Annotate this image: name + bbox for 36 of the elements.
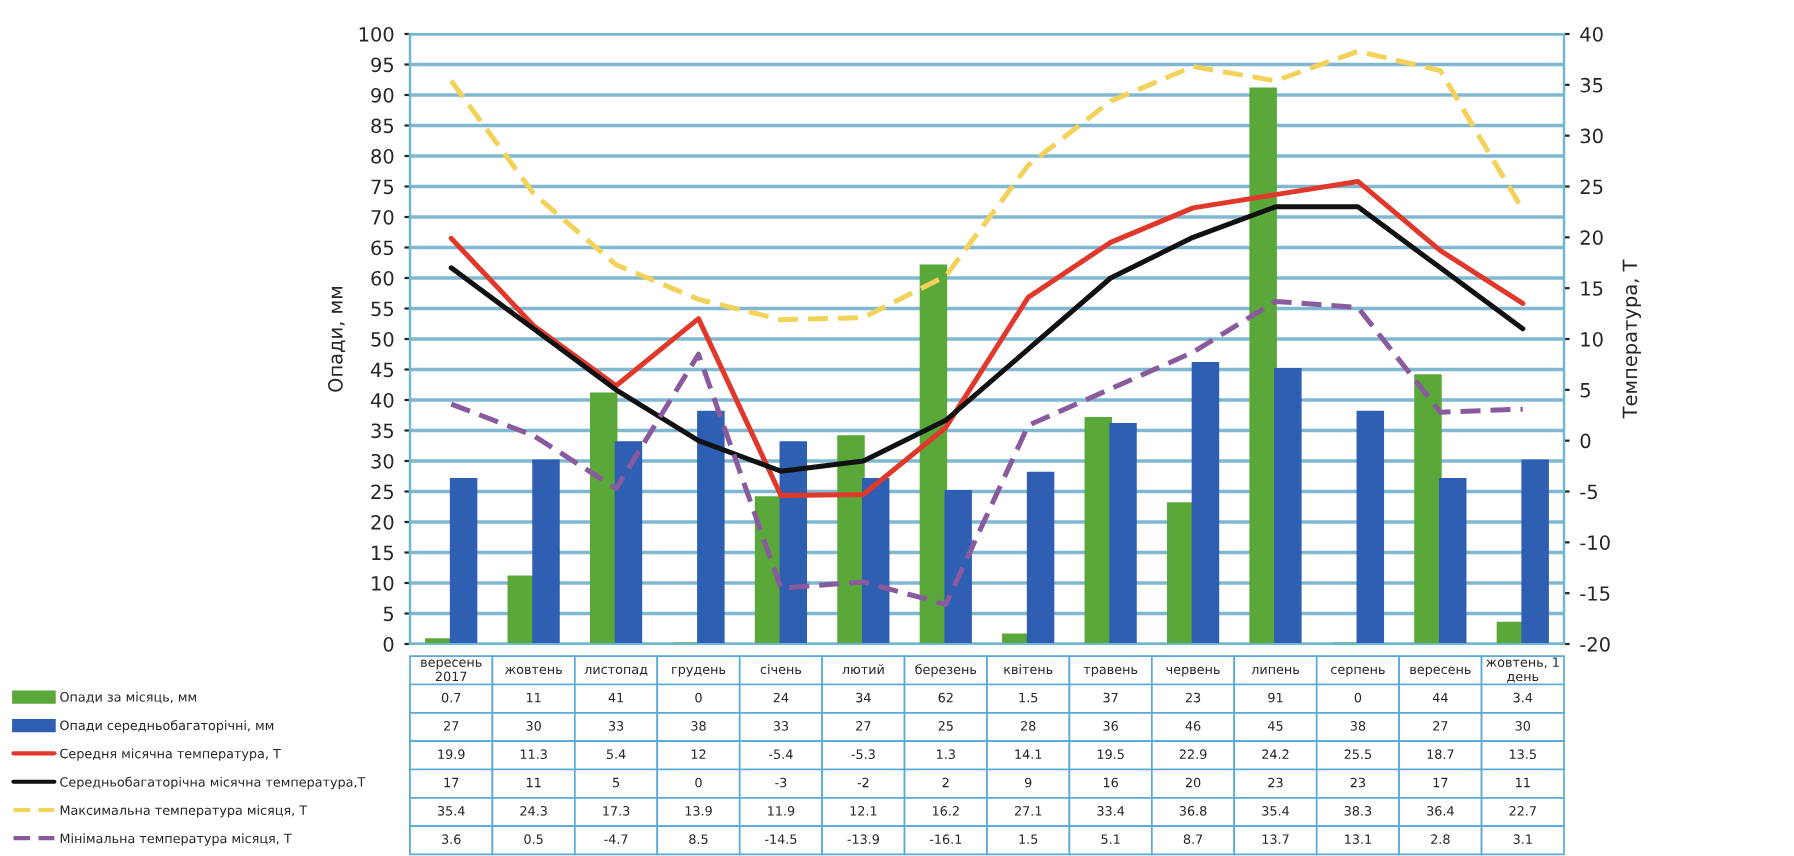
y-tick-label: 100: [359, 26, 394, 42]
y2-axis-title: Температура, T: [1622, 259, 1641, 419]
y-tick-label: 80: [371, 148, 394, 164]
y2-tick-label: 20: [1580, 230, 1603, 245]
y2-tick-label: 25: [1580, 179, 1603, 195]
y-tick-label: 40: [370, 392, 394, 408]
y2-tick-label: -15: [1580, 586, 1610, 601]
y2-tick-label: 35: [1580, 77, 1603, 93]
y-tick-label: 30: [371, 453, 394, 469]
y-tick-label: 25: [371, 484, 394, 500]
y-tick-label: 5: [383, 606, 394, 622]
y-tick-label: 0: [383, 636, 394, 652]
y-tick-label: 70: [371, 209, 394, 225]
y2-tick-label: 0: [1580, 433, 1591, 449]
y-tick-label: 60: [371, 270, 394, 286]
y-tick-label: 85: [371, 118, 394, 134]
y-axis-title: Опади, мм: [328, 286, 346, 392]
y-tick-label: 15: [372, 545, 394, 561]
y-tick-label: 20: [371, 514, 394, 530]
y2-tick-label: 10: [1581, 331, 1603, 347]
y2-tick-label: 15: [1581, 281, 1603, 296]
y-tick-label: 75: [371, 179, 394, 195]
y2-tick-label: 30: [1580, 128, 1603, 144]
y-tick-label: 10: [372, 575, 394, 591]
y-tick-label: 50: [371, 331, 394, 347]
y2-tick-label: 40: [1580, 26, 1603, 42]
y-tick-label: 95: [371, 57, 394, 73]
y-tick-label: 55: [371, 301, 394, 317]
y2-tick-label: -5: [1580, 484, 1597, 500]
y-tick-label: 90: [371, 87, 394, 103]
y-tick-label: 35: [371, 423, 394, 439]
y-tick-label: 65: [371, 240, 394, 256]
y2-tick-label: -20: [1580, 636, 1610, 652]
y2-tick-label: -10: [1580, 535, 1610, 550]
y2-tick-label: 5: [1580, 383, 1590, 398]
y-tick-label: 45: [370, 362, 394, 378]
